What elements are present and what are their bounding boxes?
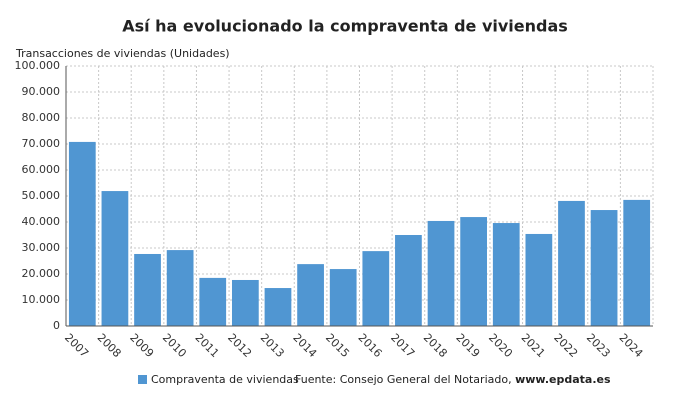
x-tick-label: 2011 xyxy=(193,331,222,360)
x-tick-label: 2017 xyxy=(388,331,417,360)
x-tick-label: 2023 xyxy=(584,331,613,360)
bar xyxy=(460,217,488,326)
source: Fuente: Consejo General del Notariado, w… xyxy=(295,373,611,386)
y-tick-label: 10.000 xyxy=(22,293,61,306)
source-text: Fuente: Consejo General del Notariado, xyxy=(295,373,512,386)
x-tick-label: 2010 xyxy=(160,331,189,360)
y-tick-label: 40.000 xyxy=(22,215,61,228)
x-tick-label: 2015 xyxy=(323,331,352,360)
x-tick-label: 2022 xyxy=(551,331,580,360)
source-link: www.epdata.es xyxy=(515,373,611,386)
bar xyxy=(558,200,585,326)
bar xyxy=(362,251,390,326)
x-tick-label: 2019 xyxy=(453,331,482,360)
x-tick-label: 2014 xyxy=(290,331,319,360)
x-tick-label: 2018 xyxy=(421,331,450,360)
bar xyxy=(199,277,227,326)
x-tick-label: 2009 xyxy=(127,331,156,360)
x-tick-label: 2007 xyxy=(62,331,91,360)
legend-label: Compraventa de viviendas xyxy=(151,373,299,386)
y-tick-label: 30.000 xyxy=(22,241,61,254)
x-tick-label: 2016 xyxy=(356,331,385,360)
bar xyxy=(231,279,259,326)
chart-title: Así ha evolucionado la compraventa de vi… xyxy=(122,17,568,36)
x-tick-label: 2020 xyxy=(486,331,515,360)
bar xyxy=(525,233,553,326)
bar xyxy=(492,223,520,326)
y-tick-label: 70.000 xyxy=(22,137,61,150)
y-tick-label: 50.000 xyxy=(22,189,61,202)
bar xyxy=(395,235,422,326)
bar xyxy=(264,288,292,326)
y-tick-label: 60.000 xyxy=(22,163,61,176)
bar xyxy=(101,191,129,326)
y-axis-label: Transacciones de viviendas (Unidades) xyxy=(15,47,230,60)
x-tick-label: 2008 xyxy=(95,331,124,360)
bar xyxy=(427,220,455,326)
x-tick-label: 2012 xyxy=(225,331,254,360)
x-tick-label: 2021 xyxy=(519,331,548,360)
x-tick-label: 2013 xyxy=(258,331,287,360)
bar xyxy=(166,250,194,326)
y-tick-label: 0 xyxy=(53,319,60,332)
bar xyxy=(329,269,357,326)
y-tick-label: 90.000 xyxy=(22,85,61,98)
bar xyxy=(590,210,618,326)
bar xyxy=(68,141,96,326)
y-tick-label: 20.000 xyxy=(22,267,61,280)
y-tick-label: 100.000 xyxy=(15,59,61,72)
x-tick-label: 2024 xyxy=(616,331,645,360)
legend-swatch xyxy=(138,375,147,384)
bar xyxy=(623,199,651,326)
bar xyxy=(134,253,161,326)
bar xyxy=(297,264,324,326)
y-tick-label: 80.000 xyxy=(22,111,61,124)
